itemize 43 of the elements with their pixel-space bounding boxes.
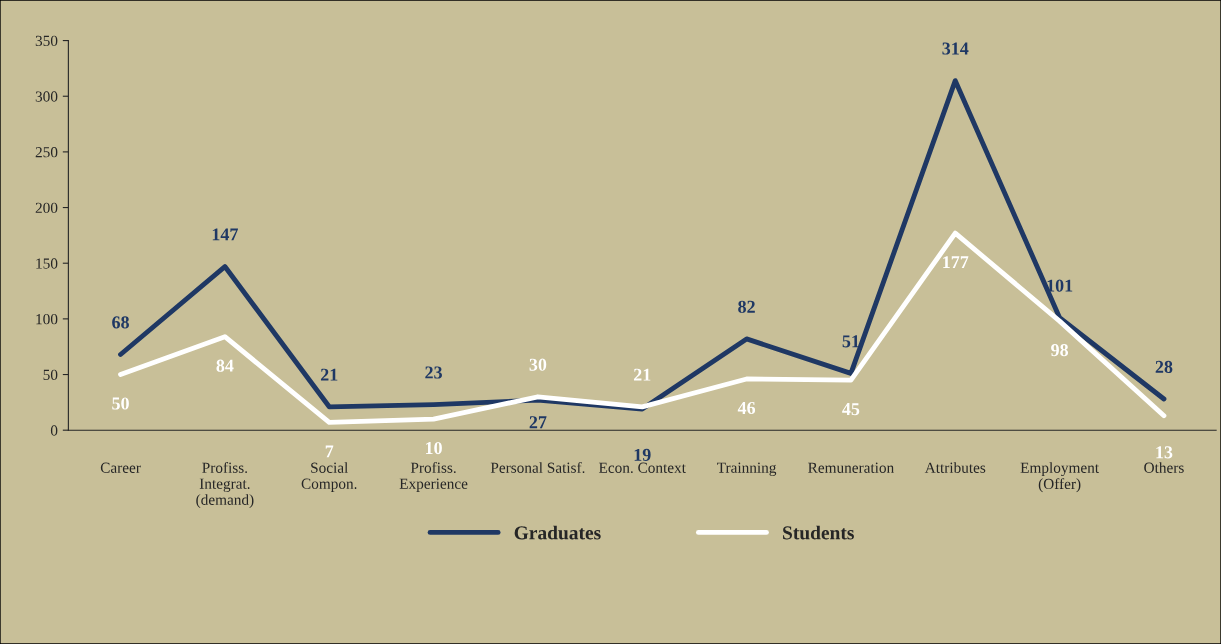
y-tick-label: 300	[35, 91, 58, 102]
data-label: 68	[112, 316, 129, 329]
data-label: 98	[1051, 343, 1069, 357]
y-tick-label: 150	[36, 258, 58, 269]
y-tick-label: 0	[50, 425, 58, 436]
data-label: 314	[942, 42, 969, 55]
y-tick-label: 50	[43, 369, 58, 380]
y-tick-label: 200	[35, 202, 58, 213]
x-tick-label: Employment (Offer)	[1020, 462, 1099, 493]
x-tick-label: Career	[100, 462, 141, 473]
x-tick-label: Social Compon.	[301, 462, 357, 492]
y-tick-label: 100	[36, 314, 58, 325]
x-tick-label: Econ. Context	[598, 462, 686, 473]
x-tick-label: Personal Satisf.	[490, 461, 585, 473]
y-tick-label: 350	[35, 35, 58, 47]
x-tick-label: Profiss. Integrat. (demand)	[196, 461, 254, 508]
data-label: 21	[633, 368, 651, 381]
data-label: 27	[529, 416, 547, 429]
data-label: 45	[842, 403, 860, 416]
x-tick-label: Attributes	[924, 462, 986, 473]
data-label: 28	[1155, 360, 1173, 373]
data-label: 21	[320, 368, 338, 381]
data-label: 147	[212, 228, 238, 241]
data-label: 7	[325, 445, 334, 458]
data-label: 23	[425, 366, 442, 379]
data-label: 30	[529, 358, 547, 371]
x-tick-label: Others	[1144, 462, 1184, 473]
data-label: 50	[112, 397, 129, 410]
data-label: 84	[216, 359, 234, 372]
x-tick-label: Trainning	[717, 462, 777, 476]
legend-label: Graduates	[514, 525, 601, 540]
legend-label: Students	[783, 525, 854, 540]
y-tick-label: 250	[35, 147, 58, 158]
data-label: 177	[943, 256, 969, 269]
data-label: 82	[738, 300, 755, 313]
data-label: 46	[737, 401, 756, 415]
x-tick-label: Profiss. Experience	[399, 461, 468, 492]
data-label: 10	[425, 441, 442, 455]
data-label: 51	[842, 335, 860, 348]
data-label: 101	[1047, 279, 1073, 292]
data-label: 19	[634, 448, 651, 461]
data-label: 13	[1156, 446, 1173, 459]
x-tick-label: Remuneration	[808, 462, 894, 473]
